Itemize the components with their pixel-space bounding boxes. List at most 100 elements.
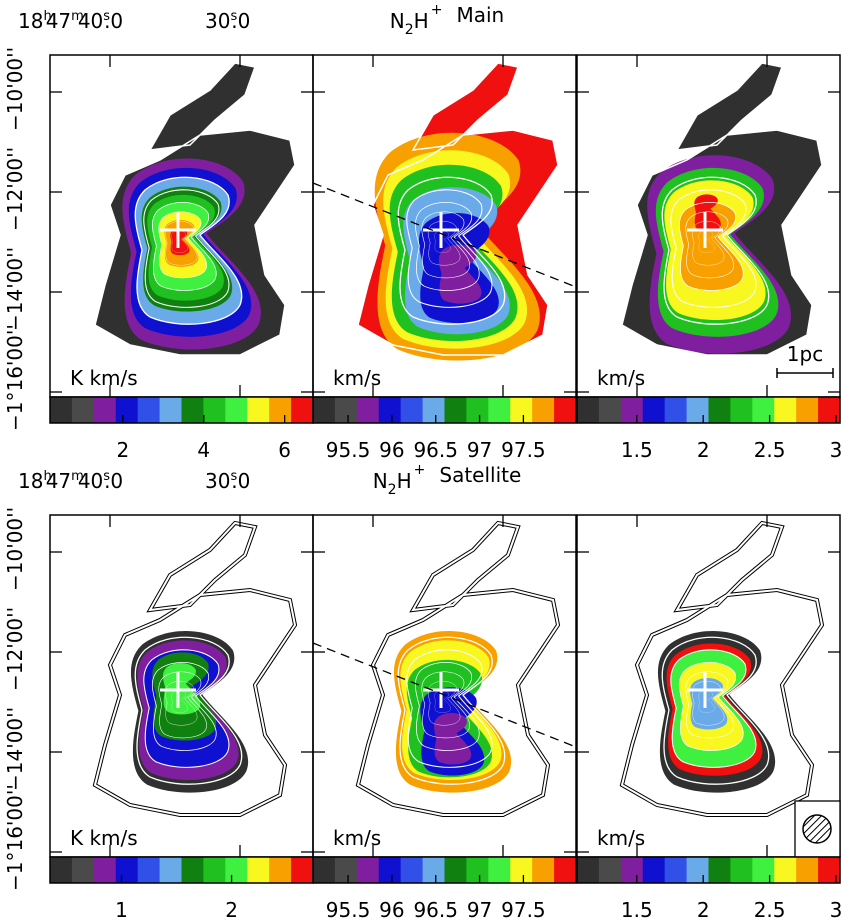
colorbar-segment [181, 857, 204, 883]
panel-title: N2H + Main [390, 2, 504, 38]
colorbar-segment [137, 397, 161, 423]
ra-label-part: h [43, 469, 51, 484]
dec-label: −1°16'00'' [3, 784, 27, 891]
colorbar-tick-label: 96 [379, 898, 404, 922]
ra-label-part: s [230, 469, 237, 484]
title-part: H [397, 469, 412, 493]
colorbar-segment [510, 397, 533, 423]
ra-label-part: 47 [46, 469, 71, 493]
colorbar-segment [203, 857, 226, 883]
dec-label: −10'00'' [3, 47, 27, 131]
colorbar-segment [115, 857, 139, 883]
colorbar-segment [664, 397, 688, 423]
colorbar-segment [356, 397, 380, 423]
ra-label-part: 47 [46, 9, 71, 33]
colorbar-segment [422, 857, 445, 883]
map-image [93, 521, 297, 817]
colorbar-tick-label: 6 [278, 438, 291, 462]
colorbar-segment [532, 397, 555, 423]
title-part: N [390, 9, 405, 33]
colorbar-segment [225, 857, 248, 883]
map-image [620, 521, 824, 817]
colorbar-segment [115, 397, 139, 423]
ra-label-part: 40 [78, 469, 103, 493]
colorbar-segment [313, 857, 336, 883]
colorbar-segment [752, 857, 775, 883]
ra-label-part: h [43, 9, 51, 24]
colorbar-segment [532, 857, 555, 883]
colorbar-segment [291, 857, 314, 883]
title-part: H [414, 9, 429, 33]
colorbar-segment [708, 397, 731, 423]
colorbar-segment [577, 857, 600, 883]
colorbar-tick-label: 1.5 [621, 438, 653, 462]
ra-label: 18h47m40s.0 [18, 469, 123, 493]
unit-label: K km/s [70, 366, 138, 390]
map-panel: km/s [576, 514, 841, 858]
map-panel: K km/s [49, 514, 314, 858]
colorbar-segment [620, 857, 644, 883]
colorbar-segment [466, 857, 489, 883]
colorbar-segment [181, 397, 204, 423]
colorbar-segment [334, 857, 358, 883]
dec-label: −10'00'' [3, 507, 27, 591]
colorbar-segment [50, 397, 73, 423]
colorbar-tick-label: 3 [830, 898, 843, 922]
colorbar-frame [576, 856, 841, 884]
colorbar-segment [554, 857, 577, 883]
ra-label-part: .0 [231, 9, 250, 33]
map-image [313, 62, 576, 361]
colorbar-tick-label: 96.5 [413, 898, 458, 922]
colorbar-tick-label: 1.5 [621, 898, 653, 922]
colorbar-segment [598, 857, 622, 883]
title-part: N [373, 469, 388, 493]
ra-label-part: s [103, 9, 110, 24]
colorbar-segment [510, 857, 533, 883]
ra-label-part: 30 [205, 469, 230, 493]
ra-label: 18h47m40s.0 [18, 9, 123, 33]
colorbar-segment [269, 857, 292, 883]
map-image [621, 62, 823, 356]
dec-label: −1°16'00'' [3, 324, 27, 431]
unit-label: km/s [333, 826, 381, 850]
unit-label: K km/s [70, 826, 138, 850]
colorbar-segment [444, 857, 467, 883]
colorbar-frame [312, 396, 577, 424]
colorbar-tick-label: 2 [697, 898, 710, 922]
dec-label: −14'00'' [3, 247, 27, 331]
ra-label: 30s.0 [205, 9, 250, 33]
colorbar-segment [796, 857, 819, 883]
ra-label-part: 18 [18, 9, 43, 33]
title-part: Satellite [439, 463, 521, 487]
colorbar-tick-label: 97 [467, 438, 492, 462]
colorbar-segment [730, 857, 753, 883]
unit-label: km/s [333, 366, 381, 390]
map-panel: km/s [312, 54, 577, 398]
colorbar-tick-label: 95.5 [326, 438, 371, 462]
colorbar-segment [818, 397, 841, 423]
colorbar-tick-label: 97.5 [501, 898, 546, 922]
title-part: Main [456, 3, 504, 27]
colorbar-segment [50, 857, 73, 883]
colorbar-tick-label: 4 [197, 438, 210, 462]
colorbar-segment [444, 397, 467, 423]
colorbar-segment [334, 397, 358, 423]
colorbar-segment [708, 857, 731, 883]
colorbar-tick-label: 2 [225, 898, 238, 922]
colorbar-segment [554, 397, 577, 423]
colorbar-tick-label: 97.5 [501, 438, 546, 462]
ra-label-part: .0 [231, 469, 250, 493]
cut-line [313, 642, 576, 748]
colorbar-segment [93, 397, 117, 423]
colorbar-segment [203, 397, 226, 423]
ra-label-part: m [71, 9, 84, 24]
colorbar-segment [577, 397, 600, 423]
colorbar-segment [730, 397, 753, 423]
colorbar-segment [686, 397, 709, 423]
colorbar-segment [642, 857, 666, 883]
colorbar-segment [71, 857, 95, 883]
colorbar-segment [686, 857, 709, 883]
colorbar-segment [620, 397, 644, 423]
colorbar-segment [137, 857, 161, 883]
dec-label: −12'00'' [3, 147, 27, 231]
